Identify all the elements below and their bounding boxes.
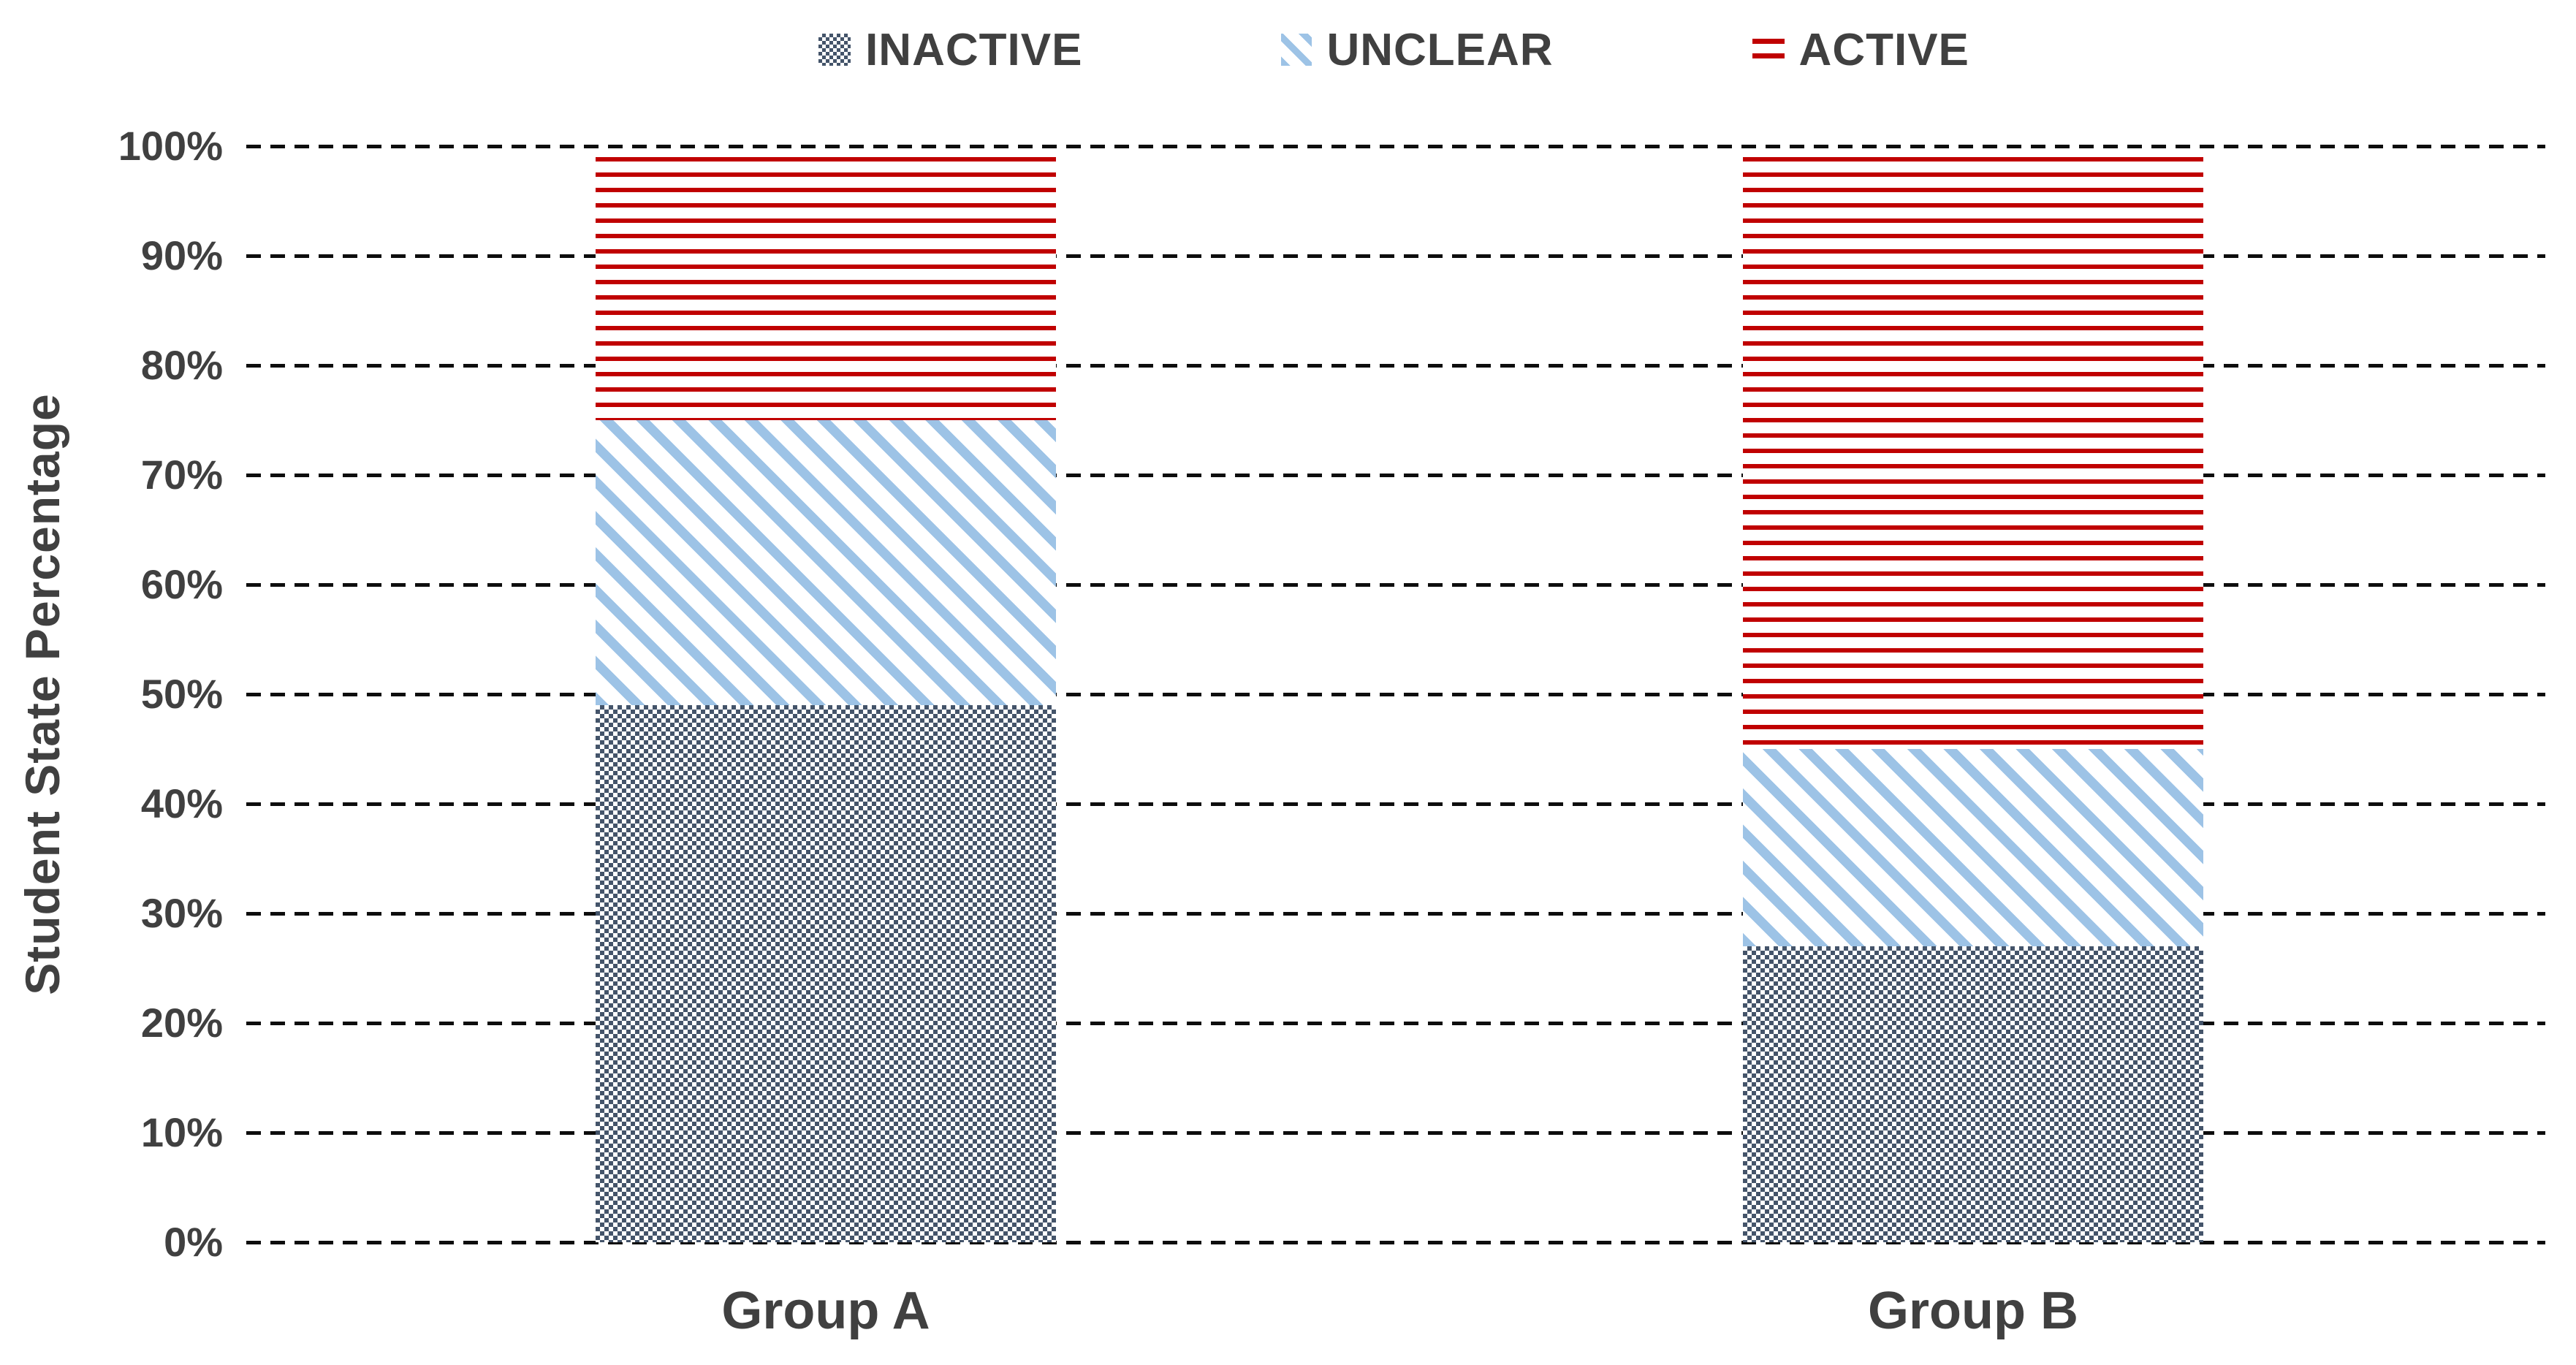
bar-group-b-inactive bbox=[1743, 946, 2203, 1242]
x-category-label: Group A bbox=[721, 1282, 930, 1340]
gridline bbox=[246, 1241, 2545, 1244]
y-tick-label: 70% bbox=[140, 452, 223, 498]
y-tick-label: 30% bbox=[140, 890, 223, 936]
gridline bbox=[246, 364, 2545, 368]
gridline bbox=[246, 583, 2545, 587]
gridline bbox=[246, 912, 2545, 916]
legend-item-active: ACTIVE bbox=[1752, 24, 1969, 76]
bar-group-a-unclear bbox=[596, 420, 1056, 705]
bar-group-a-inactive bbox=[596, 705, 1056, 1242]
gridline bbox=[246, 693, 2545, 696]
legend-label-active: ACTIVE bbox=[1798, 24, 1969, 75]
legend-label-inactive: INACTIVE bbox=[865, 24, 1083, 75]
y-tick-label: 10% bbox=[140, 1109, 223, 1155]
gridline bbox=[246, 474, 2545, 477]
y-tick-label: 20% bbox=[140, 1000, 223, 1046]
unclear-stripe-swatch-icon bbox=[1281, 34, 1312, 66]
y-tick-label: 60% bbox=[140, 561, 223, 607]
y-tick-label: 40% bbox=[140, 780, 223, 826]
y-tick-label: 50% bbox=[140, 671, 223, 717]
gridline bbox=[246, 145, 2545, 148]
legend-label-unclear: UNCLEAR bbox=[1326, 24, 1554, 75]
active-lines-swatch-icon bbox=[1752, 39, 1785, 61]
bar-group-b-unclear bbox=[1743, 749, 2203, 946]
y-tick-label: 100% bbox=[118, 123, 223, 169]
legend-item-unclear: UNCLEAR bbox=[1281, 24, 1553, 76]
y-axis-title: Student State Percentage bbox=[15, 393, 69, 995]
gridline bbox=[246, 1131, 2545, 1135]
gridline bbox=[246, 802, 2545, 806]
inactive-checker-swatch-icon bbox=[818, 34, 851, 66]
legend-item-inactive: INACTIVE bbox=[818, 24, 1082, 76]
gridline bbox=[246, 1022, 2545, 1025]
gridline bbox=[246, 254, 2545, 258]
x-category-label: Group B bbox=[1868, 1282, 2078, 1340]
chart-legend: INACTIVE UNCLEAR ACTIVE bbox=[0, 20, 2576, 79]
y-tick-label: 0% bbox=[164, 1219, 223, 1265]
bar-group-a-active bbox=[596, 157, 1056, 420]
bar-group-b-active bbox=[1743, 157, 2203, 749]
y-tick-label: 90% bbox=[140, 232, 223, 278]
y-tick-label: 80% bbox=[140, 342, 223, 388]
